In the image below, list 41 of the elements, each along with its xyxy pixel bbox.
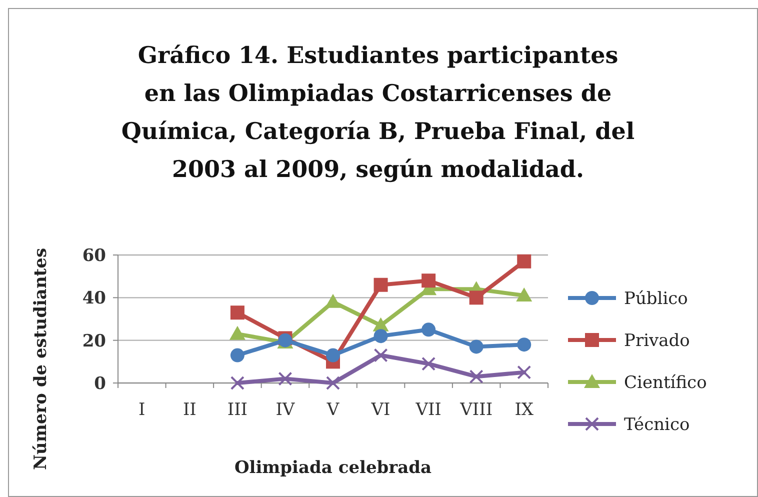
point bbox=[374, 278, 388, 292]
point bbox=[230, 348, 244, 362]
chart-title: Gráfico 14. Estudiantes participantes en las Olimpiadas Costarricenses de Química, Categoría B, Prueba Final, del 2003 al 2009, según modalidad. bbox=[121, 42, 635, 183]
point bbox=[422, 356, 436, 371]
point bbox=[230, 376, 244, 390]
point bbox=[326, 376, 340, 390]
point bbox=[229, 326, 246, 340]
point bbox=[326, 348, 340, 362]
y-tick-label: 20 bbox=[82, 331, 106, 352]
x-tick-label: IX bbox=[514, 400, 534, 420]
point bbox=[517, 254, 532, 268]
y-tick-label: 0 bbox=[94, 374, 106, 394]
point bbox=[469, 370, 484, 384]
point bbox=[374, 348, 388, 362]
x-tick-label: II bbox=[182, 400, 196, 420]
x-axis-title: Olimpiada celebrada bbox=[234, 458, 432, 478]
point bbox=[422, 274, 436, 288]
y-tick-label: 40 bbox=[82, 288, 106, 309]
x-tick-label: IV bbox=[276, 400, 296, 420]
x-tick-label: VI bbox=[370, 400, 390, 420]
y-axis-title: Número de estudiantes bbox=[31, 248, 51, 470]
point bbox=[517, 365, 532, 380]
x-tick-label: III bbox=[227, 400, 248, 420]
point bbox=[325, 294, 341, 308]
x-tick-label: I bbox=[138, 400, 146, 420]
legend-label: Científico bbox=[624, 372, 707, 393]
point bbox=[469, 290, 484, 305]
x-tick-label: VIII bbox=[459, 400, 493, 420]
point bbox=[374, 329, 388, 344]
point bbox=[230, 306, 244, 320]
point bbox=[469, 340, 484, 354]
legend-label: Privado bbox=[624, 330, 690, 351]
point bbox=[517, 338, 532, 352]
point bbox=[422, 322, 436, 337]
x-tick-label: V bbox=[326, 400, 340, 420]
x-tick-label: VII bbox=[414, 400, 442, 420]
point bbox=[516, 288, 532, 302]
y-tick-label: 60 bbox=[82, 246, 106, 266]
legend-label: Técnico bbox=[624, 414, 690, 435]
legend-label: Público bbox=[624, 288, 688, 309]
point bbox=[278, 372, 292, 386]
